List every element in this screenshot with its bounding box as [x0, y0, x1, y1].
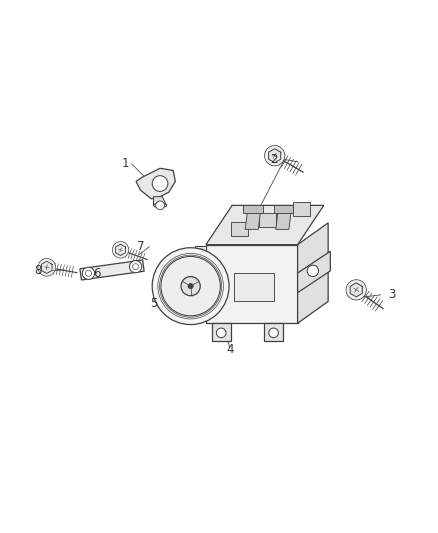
Polygon shape [231, 222, 248, 236]
Polygon shape [259, 213, 276, 227]
Circle shape [38, 259, 56, 276]
Text: 6: 6 [93, 266, 100, 279]
Text: 7: 7 [137, 240, 144, 253]
Circle shape [82, 267, 95, 279]
Circle shape [155, 201, 164, 210]
Polygon shape [195, 246, 206, 261]
Text: 1: 1 [121, 157, 129, 171]
Polygon shape [206, 205, 324, 245]
Circle shape [307, 265, 318, 277]
Circle shape [196, 302, 205, 310]
Polygon shape [153, 197, 166, 205]
Polygon shape [293, 201, 310, 216]
Circle shape [130, 261, 142, 273]
Circle shape [112, 241, 129, 258]
Polygon shape [116, 244, 125, 255]
Bar [234, 273, 274, 302]
Polygon shape [206, 245, 297, 323]
Polygon shape [264, 323, 283, 341]
Circle shape [152, 176, 168, 191]
Polygon shape [243, 205, 263, 213]
Text: 3: 3 [388, 288, 395, 301]
Polygon shape [350, 283, 362, 297]
Circle shape [196, 249, 205, 258]
Circle shape [265, 146, 285, 166]
Polygon shape [276, 212, 291, 229]
Polygon shape [195, 298, 206, 313]
Circle shape [346, 280, 366, 300]
Polygon shape [42, 261, 52, 273]
Polygon shape [297, 251, 330, 293]
Polygon shape [274, 205, 293, 213]
Ellipse shape [153, 203, 166, 207]
Circle shape [216, 328, 226, 338]
Text: 2: 2 [270, 153, 277, 166]
Polygon shape [268, 149, 281, 163]
Circle shape [181, 277, 200, 296]
Circle shape [269, 328, 279, 338]
Circle shape [161, 256, 220, 316]
Circle shape [152, 248, 229, 325]
Text: 8: 8 [34, 264, 42, 277]
Polygon shape [212, 323, 231, 341]
Text: 4: 4 [226, 343, 233, 356]
Polygon shape [136, 168, 175, 199]
Polygon shape [245, 212, 261, 229]
Polygon shape [297, 223, 328, 323]
Polygon shape [80, 260, 144, 280]
Circle shape [188, 284, 193, 289]
Text: 5: 5 [150, 297, 157, 310]
